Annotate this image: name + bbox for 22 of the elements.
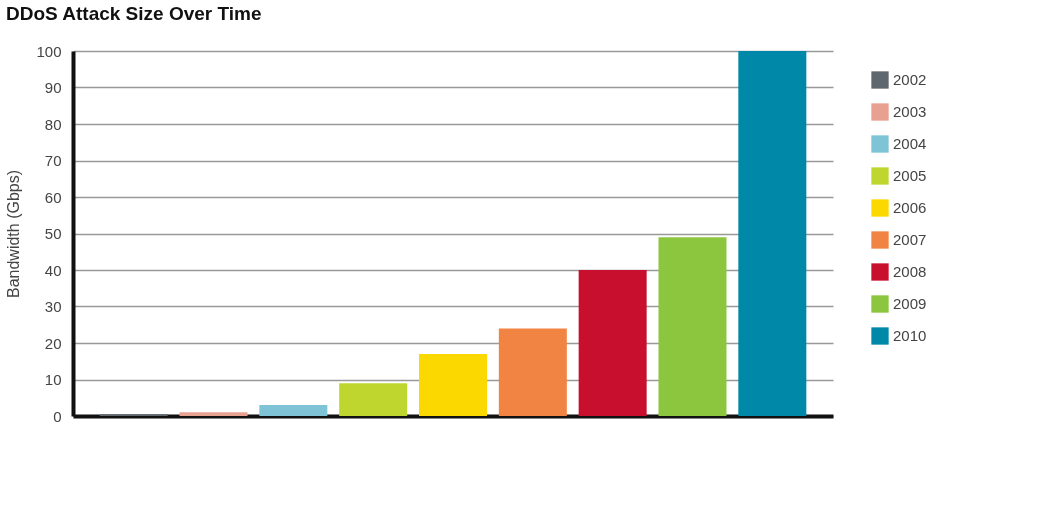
legend-label: 2003 bbox=[893, 103, 927, 120]
y-tick-label: 50 bbox=[44, 225, 62, 242]
y-tick-label: 70 bbox=[44, 152, 62, 169]
y-tick-label: 10 bbox=[44, 371, 62, 388]
legend-label: 2008 bbox=[893, 263, 927, 280]
legend-label: 2010 bbox=[893, 327, 927, 344]
y-tick-label: 40 bbox=[44, 261, 62, 279]
y-axis-title: Bandwidth (Gbps) bbox=[5, 169, 23, 299]
y-tick-label: 20 bbox=[44, 334, 62, 352]
legend-label: 2007 bbox=[893, 231, 927, 248]
y-tick-label: 0 bbox=[53, 407, 62, 425]
y-tick-label: 100 bbox=[36, 42, 62, 60]
legend-label: 2005 bbox=[893, 167, 927, 184]
y-tick-label: 60 bbox=[44, 188, 62, 206]
legend-label: 2004 bbox=[893, 135, 927, 152]
legend-label: 2006 bbox=[893, 199, 927, 216]
y-tick-label: 90 bbox=[44, 79, 62, 96]
chart-title: DDoS Attack Size Over Time bbox=[5, 3, 262, 24]
y-tick-label: 80 bbox=[44, 115, 62, 133]
legend-label: 2009 bbox=[893, 295, 927, 312]
y-tick-label: 30 bbox=[44, 298, 62, 315]
legend-label: 2002 bbox=[893, 71, 927, 88]
